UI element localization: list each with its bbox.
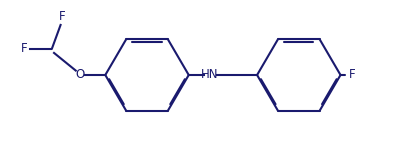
Text: O: O xyxy=(75,69,85,81)
Text: F: F xyxy=(21,42,27,55)
Text: HN: HN xyxy=(201,69,219,81)
Text: F: F xyxy=(59,10,66,23)
Text: F: F xyxy=(349,69,356,81)
